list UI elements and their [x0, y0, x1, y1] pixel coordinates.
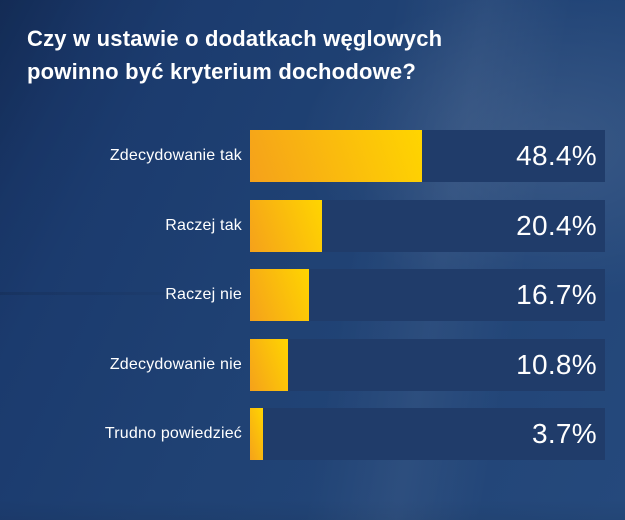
chart-title-line2: powinno być kryterium dochodowe?: [27, 59, 416, 84]
bar-track: 20.4%: [250, 199, 605, 252]
category-label: Raczej nie: [165, 286, 242, 303]
value-label: 10.8%: [516, 348, 597, 380]
category-label: Zdecydowanie tak: [109, 147, 242, 164]
bar-row: Zdecydowanie nie 10.8%: [0, 338, 625, 391]
bar-fill: [250, 338, 289, 391]
bar-fill: [250, 130, 422, 182]
bar-track: 48.4%: [250, 130, 605, 182]
category-label: Raczej tak: [165, 216, 242, 234]
value-label: 16.7%: [516, 279, 597, 310]
value-label: 48.4%: [516, 140, 597, 171]
bar-row: Raczej tak 20.4%: [0, 199, 625, 252]
value-label: 20.4%: [516, 209, 597, 241]
bar-track: 3.7%: [250, 408, 605, 460]
category-label: Zdecydowanie nie: [109, 355, 242, 373]
bar-fill: [250, 408, 264, 460]
value-label: 3.7%: [531, 418, 597, 449]
bar-fill: [250, 269, 310, 321]
bar-row: Zdecydowanie tak 48.4%: [0, 130, 625, 182]
category-label: Trudno powiedzieć: [104, 425, 242, 442]
chart-title: Czy w ustawie o dodatkach węglowych powi…: [27, 22, 587, 88]
bar-fill: [250, 199, 323, 252]
chart-title-line1: Czy w ustawie o dodatkach węglowych: [27, 26, 443, 51]
bar-track: 10.8%: [250, 338, 605, 391]
bar-row: Trudno powiedzieć 3.7%: [0, 408, 625, 460]
bar-track: 16.7%: [250, 269, 605, 321]
bar-rows: Zdecydowanie tak 48.4% Raczej tak 20.4% …: [0, 130, 625, 460]
bar-row: Raczej nie 16.7%: [0, 269, 625, 321]
